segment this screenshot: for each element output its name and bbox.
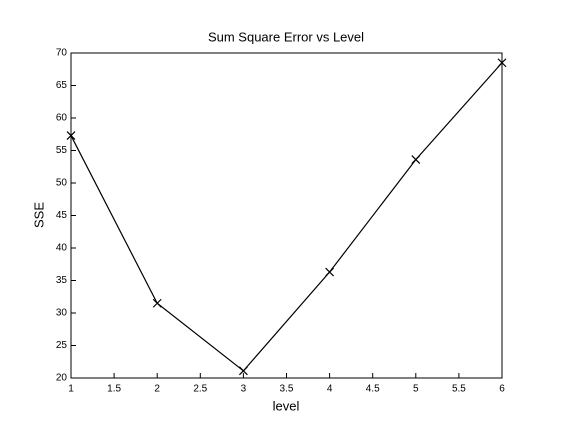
y-axis-label: SSE bbox=[31, 202, 46, 228]
marker bbox=[152, 298, 162, 308]
x-tick-label: 2.5 bbox=[193, 384, 207, 395]
y-tick-label: 25 bbox=[56, 340, 68, 351]
x-tick-label: 1 bbox=[68, 384, 74, 395]
plot-frame bbox=[70, 52, 503, 379]
marker bbox=[497, 58, 507, 68]
x-tick-label: 5 bbox=[413, 384, 419, 395]
marker bbox=[411, 155, 421, 165]
marker bbox=[325, 267, 335, 277]
y-tick-label: 35 bbox=[56, 275, 68, 286]
y-tick-label: 40 bbox=[56, 243, 68, 254]
y-tick-label: 30 bbox=[56, 308, 68, 319]
marker bbox=[66, 131, 76, 140]
marker bbox=[238, 366, 248, 376]
chart-title: Sum Square Error vs Level bbox=[208, 29, 364, 44]
y-tick-label: 65 bbox=[56, 80, 68, 91]
x-tick-label: 4.5 bbox=[366, 384, 380, 395]
y-tick-label: 45 bbox=[56, 210, 68, 221]
x-tick-label: 3.5 bbox=[280, 384, 294, 395]
x-tick-label: 2 bbox=[154, 384, 160, 395]
x-tick-label: 4 bbox=[327, 384, 333, 395]
y-tick-label: 50 bbox=[56, 178, 68, 189]
line-series bbox=[70, 62, 503, 372]
x-axis-label: level bbox=[273, 398, 300, 413]
x-tick-label: 1.5 bbox=[107, 384, 121, 395]
y-tick-label: 20 bbox=[56, 373, 68, 384]
x-tick-label: 5.5 bbox=[452, 384, 466, 395]
y-tick-label: 55 bbox=[56, 145, 68, 156]
y-tick-label: 60 bbox=[56, 113, 68, 124]
y-tick-label: 70 bbox=[56, 48, 68, 59]
x-tick-label: 6 bbox=[499, 384, 505, 395]
x-tick-label: 3 bbox=[241, 384, 247, 395]
